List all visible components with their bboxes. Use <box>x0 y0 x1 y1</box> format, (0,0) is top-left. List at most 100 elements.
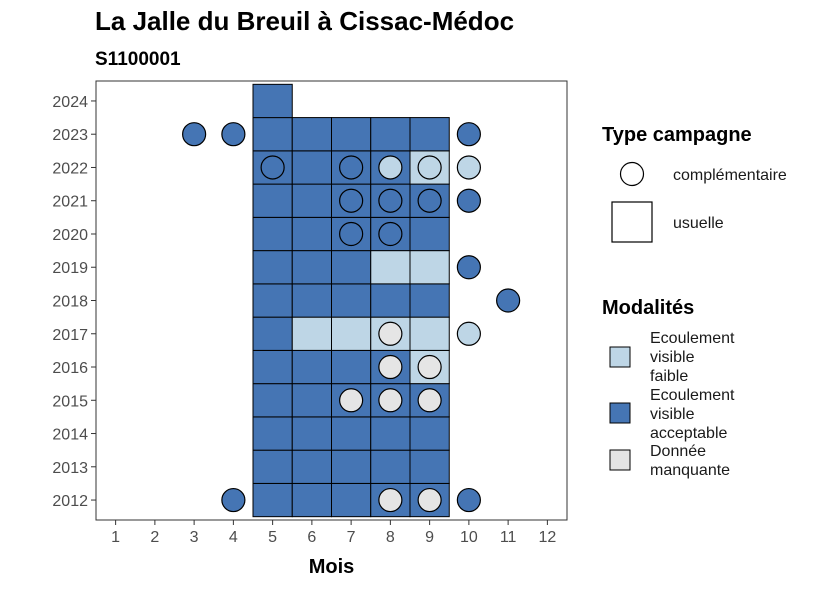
x-tick-label: 7 <box>347 529 356 546</box>
point-2023-4 <box>221 122 246 147</box>
y-tick-label: 2013 <box>52 460 88 477</box>
x-tick-label: 12 <box>538 529 556 546</box>
y-tick-label: 2015 <box>52 393 88 410</box>
legend-key-faible <box>609 346 631 368</box>
x-tick-label: 3 <box>190 529 199 546</box>
point-2022-9 <box>417 155 442 180</box>
tile-2023-5 <box>252 117 293 152</box>
y-tick-label: 2022 <box>52 160 88 177</box>
point-2021-8 <box>378 188 403 213</box>
tile-2023-7 <box>331 117 372 152</box>
tile-2017-9 <box>409 316 450 351</box>
tile-2018-5 <box>252 283 293 318</box>
legend-label-acceptable: Ecoulement <box>650 387 735 404</box>
tile-2014-9 <box>409 416 450 451</box>
x-tick-label: 4 <box>229 529 238 546</box>
tile-2019-8 <box>370 250 411 285</box>
x-tick-label: 10 <box>460 529 478 546</box>
y-tick-label: 2014 <box>52 427 88 444</box>
tile-2014-6 <box>291 416 332 451</box>
legend-circle-key <box>619 161 645 187</box>
legend-label-faible: Ecoulement <box>650 330 735 347</box>
point-2018-11 <box>496 288 521 313</box>
y-tick-label: 2017 <box>52 327 88 344</box>
tile-2021-5 <box>252 183 293 218</box>
y-tick-label: 2023 <box>52 127 88 144</box>
tile-2014-5 <box>252 416 293 451</box>
tile-2023-6 <box>291 117 332 152</box>
tile-2019-5 <box>252 250 293 285</box>
y-tick-label: 2024 <box>52 94 88 111</box>
chart-subtitle: S1100001 <box>95 49 181 70</box>
point-2012-8 <box>378 487 403 513</box>
point-2015-9 <box>417 388 442 413</box>
tile-2019-6 <box>291 250 332 285</box>
tile-2015-5 <box>252 383 293 418</box>
point-2015-8 <box>378 388 403 413</box>
x-tick-label: 1 <box>111 529 120 546</box>
x-tick-label: 5 <box>268 529 277 546</box>
point-2022-5 <box>260 155 285 180</box>
point-2012-4 <box>221 487 246 513</box>
tile-2014-8 <box>370 416 411 451</box>
tile-2022-6 <box>291 150 332 185</box>
legend-label-manquante: Donnée <box>650 443 706 460</box>
tile-2019-9 <box>409 250 450 285</box>
tile-2017-6 <box>291 316 332 351</box>
point-2022-10 <box>456 155 481 180</box>
y-tick-label: 2020 <box>52 227 88 244</box>
legend-label-acceptable: visible <box>650 406 695 423</box>
legend-label-manquante: manquante <box>650 462 730 479</box>
legend-type-title: Type campagne <box>602 124 752 146</box>
x-axis-title: Mois <box>309 556 355 578</box>
usuelle-tiles <box>252 83 450 518</box>
tile-2023-8 <box>370 117 411 152</box>
tile-2024-5 <box>252 83 293 119</box>
y-tick-label: 2012 <box>52 493 88 510</box>
point-2020-8 <box>378 221 403 247</box>
legend-key-manquante <box>609 449 631 471</box>
tile-2014-7 <box>331 416 372 451</box>
tile-2019-7 <box>331 250 372 285</box>
tile-2016-7 <box>331 349 372 385</box>
point-2012-10 <box>456 487 481 513</box>
legend-type-label: complémentaire <box>673 167 787 184</box>
legend-square-key <box>611 201 653 243</box>
tile-2016-5 <box>252 349 293 385</box>
x-axis: 1 2 3 4 5 6 7 8 9 10 11 12 <box>111 520 556 546</box>
tile-2018-7 <box>331 283 372 318</box>
y-tick-label: 2016 <box>52 360 88 377</box>
tile-2023-9 <box>409 117 450 152</box>
point-2022-8 <box>378 155 403 180</box>
point-2021-10 <box>456 188 481 213</box>
x-tick-label: 8 <box>386 529 395 546</box>
legend-key-acceptable <box>609 402 631 424</box>
y-axis: 2012 2013 2014 2015 2016 2017 2018 2019 2020 2021… <box>52 94 96 510</box>
tile-2020-6 <box>291 216 332 252</box>
tile-2012-5 <box>252 482 293 518</box>
point-2016-8 <box>378 354 403 380</box>
legend-label-acceptable: acceptable <box>650 425 727 442</box>
point-2017-10 <box>456 321 481 346</box>
tile-2012-6 <box>291 482 332 518</box>
tile-2018-6 <box>291 283 332 318</box>
tile-2013-8 <box>370 449 411 484</box>
point-2017-8 <box>378 321 403 346</box>
point-2021-7 <box>339 188 364 213</box>
point-2023-10 <box>456 122 481 147</box>
tile-2018-8 <box>370 283 411 318</box>
point-2021-9 <box>417 188 442 213</box>
legend-label-faible: visible <box>650 349 695 366</box>
y-tick-label: 2019 <box>52 260 88 277</box>
tile-2018-9 <box>409 283 450 318</box>
y-tick-label: 2021 <box>52 194 88 211</box>
tile-2012-7 <box>331 482 372 518</box>
legend-modalites: Ecoulement visible faible Ecoulement visible… <box>609 330 735 479</box>
x-tick-label: 2 <box>150 529 159 546</box>
legend-type: complémentaire usuelle <box>611 161 787 243</box>
x-tick-label: 9 <box>425 529 434 546</box>
tile-2021-6 <box>291 183 332 218</box>
point-2020-7 <box>339 221 364 247</box>
point-2019-10 <box>456 255 481 280</box>
